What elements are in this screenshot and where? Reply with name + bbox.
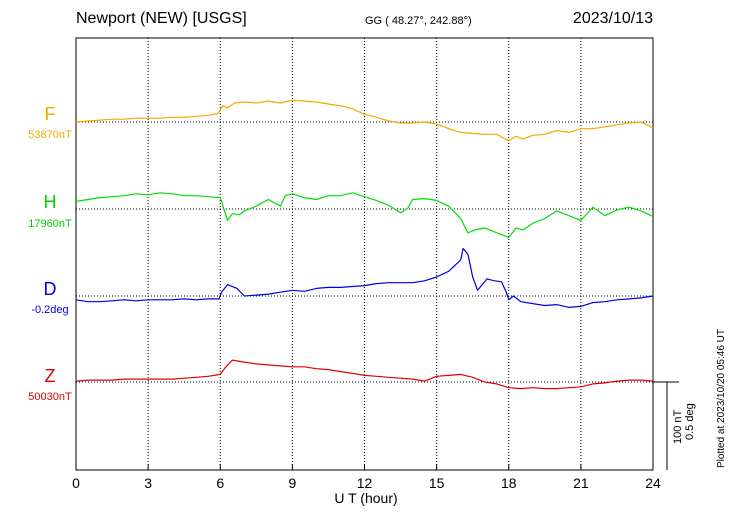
series-line-h [75,192,654,239]
x-axis-ticks [75,464,654,470]
x-tick-label-3: 3 [144,475,152,491]
x-tick-label-21: 21 [573,475,589,491]
component-f-label: F [44,104,56,124]
series-line-z [75,359,654,390]
x-tick-label-15: 15 [429,475,445,491]
baseline-lines [76,121,653,383]
x-tick-label-9: 9 [288,475,296,491]
station-title: Newport (NEW) [USGS] [76,10,247,27]
x-axis-tick-labels: 0 3 6 9 12 15 18 21 24 [72,475,661,491]
component-z-label: Z [44,366,56,386]
component-h-baseline: 17960nT [28,218,72,230]
x-tick-label-6: 6 [216,475,224,491]
series-line-d [75,247,654,308]
component-h-label: H [43,192,57,212]
x-tick-label-18: 18 [501,475,517,491]
x-tick-label-0: 0 [72,475,80,491]
component-z-baseline: 50030nT [28,391,72,403]
scale-bar [653,381,679,470]
component-d-baseline: -0.2deg [31,304,69,316]
component-f-baseline: 53870nT [28,129,72,141]
grid-lines [147,38,582,470]
scale-deg-label: 0.5 deg [684,403,696,440]
x-axis-label: U T (hour) [334,490,397,506]
scale-nt-label: 100 nT [672,409,684,444]
x-tick-label-24: 24 [645,475,661,491]
plotted-timestamp: Plotted at 2023/10/20 05:46 UT [716,329,727,468]
series-lines [75,99,654,390]
series-line-f [75,99,654,142]
chart-date: 2023/10/13 [572,10,653,27]
station-coordinates: GG ( 48.27°, 242.88°) [365,15,472,27]
x-tick-label-12: 12 [357,475,373,491]
component-d-label: D [43,279,57,299]
